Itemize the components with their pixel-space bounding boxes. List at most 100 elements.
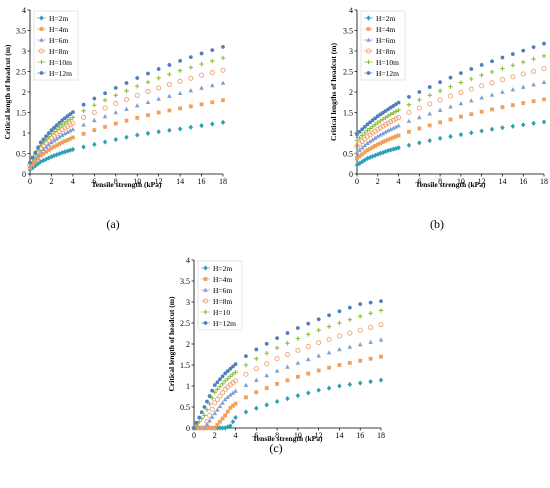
data-point <box>275 382 280 386</box>
data-point <box>220 390 226 396</box>
series-h-6m <box>191 337 384 430</box>
y-tick-label: 3.5 <box>180 277 190 286</box>
data-point <box>215 407 220 412</box>
data-point <box>204 407 210 412</box>
data-point <box>274 398 280 405</box>
data-point <box>134 103 140 108</box>
data-point <box>316 353 321 358</box>
data-point <box>167 108 172 113</box>
data-point <box>145 79 151 85</box>
data-point <box>370 118 375 123</box>
data-point <box>479 95 484 100</box>
data-point <box>220 119 226 125</box>
x-tick-label: 14 <box>335 431 343 440</box>
data-point <box>284 351 291 358</box>
data-point <box>316 387 321 393</box>
data-point <box>373 116 378 121</box>
data-point <box>362 130 367 136</box>
data-point <box>542 41 546 46</box>
data-point <box>390 117 396 123</box>
data-point <box>337 347 342 352</box>
series-h-6m <box>27 80 226 168</box>
data-point <box>368 311 373 316</box>
data-point <box>43 156 49 162</box>
data-point <box>62 131 68 136</box>
data-point <box>202 405 207 409</box>
data-point <box>222 378 228 384</box>
data-point <box>92 117 97 123</box>
data-point <box>194 420 199 425</box>
data-point <box>38 149 44 154</box>
data-point <box>65 114 70 119</box>
data-point <box>469 67 474 71</box>
data-point <box>285 331 290 335</box>
data-point <box>306 371 311 376</box>
data-point <box>347 317 353 322</box>
data-point <box>541 79 547 84</box>
data-point <box>347 305 352 310</box>
legend-entry-label: H=12m <box>213 319 236 328</box>
data-point <box>210 100 215 105</box>
data-point <box>215 387 220 392</box>
data-point <box>295 360 301 365</box>
data-point <box>243 362 249 368</box>
data-point <box>385 128 391 133</box>
series-h-4m <box>355 97 546 161</box>
data-point <box>264 373 270 378</box>
series-h-8m <box>354 66 547 149</box>
data-point <box>479 63 484 67</box>
data-point <box>368 324 374 330</box>
data-point <box>357 327 363 333</box>
data-point <box>36 145 40 150</box>
data-point <box>447 93 454 99</box>
data-point <box>316 317 321 322</box>
data-point <box>316 340 322 346</box>
data-point <box>275 336 280 341</box>
data-point <box>199 85 204 90</box>
data-point <box>207 426 212 430</box>
data-point <box>68 136 73 141</box>
data-point <box>28 165 32 170</box>
data-point <box>102 113 108 119</box>
data-point <box>388 119 394 125</box>
panel-label: (c) <box>269 441 282 455</box>
data-point <box>383 129 388 134</box>
data-point <box>177 126 183 132</box>
y-tick-label: 4 <box>349 6 353 15</box>
data-point <box>92 141 97 148</box>
data-point <box>156 67 161 71</box>
data-point <box>357 141 363 147</box>
data-point <box>362 124 367 129</box>
data-point <box>113 100 119 107</box>
legend-entry-label: H=10m <box>49 58 72 67</box>
data-point <box>57 124 62 130</box>
data-point <box>316 327 321 333</box>
data-point <box>225 409 230 414</box>
data-point <box>370 145 375 150</box>
data-point <box>51 138 57 143</box>
data-point <box>230 390 236 395</box>
series-h-4m <box>28 98 225 170</box>
data-point <box>38 140 43 145</box>
data-point <box>437 97 443 103</box>
data-point <box>510 52 515 56</box>
data-point <box>378 322 384 328</box>
data-point <box>70 110 75 114</box>
legend-entry-label: H=6m <box>376 36 395 45</box>
x-tick-label: 10 <box>294 431 302 440</box>
data-point <box>365 122 370 127</box>
data-point <box>113 136 118 143</box>
series-h-6m <box>354 79 547 155</box>
x-tick-label: 18 <box>219 177 227 186</box>
data-point <box>102 139 108 145</box>
data-point <box>417 90 422 94</box>
data-point <box>489 92 495 97</box>
data-point <box>188 124 194 130</box>
x-tick-label: 12 <box>315 431 323 440</box>
data-point <box>217 403 223 409</box>
data-point <box>220 55 226 61</box>
legend-marker <box>39 15 44 21</box>
data-point <box>368 378 373 385</box>
data-point <box>220 381 225 386</box>
data-point <box>243 371 249 377</box>
